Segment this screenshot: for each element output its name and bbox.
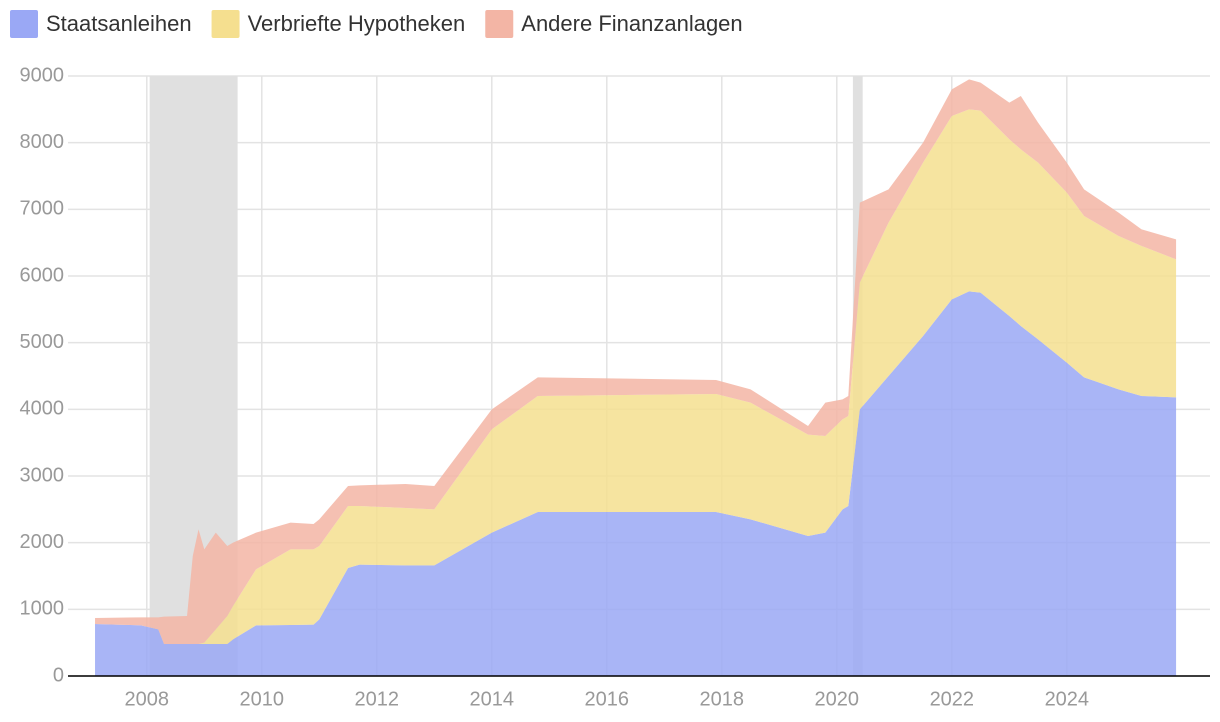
area <box>95 291 1177 676</box>
y-tick-label: 3000 <box>20 464 65 486</box>
y-tick-label: 8000 <box>20 131 65 153</box>
y-tick-label: 2000 <box>20 531 65 553</box>
y-tick-label: 7000 <box>20 198 65 220</box>
legend-label: Andere Finanzanlagen <box>521 11 742 36</box>
area <box>95 79 1177 645</box>
y-tick-label: 4000 <box>20 398 65 420</box>
x-tick-label: 2010 <box>240 688 285 710</box>
y-tick-label: 6000 <box>20 264 65 286</box>
x-tick-label: 2024 <box>1045 688 1090 710</box>
legend-swatch <box>211 10 240 38</box>
x-tick-label: 2012 <box>355 688 400 710</box>
legend-label: Staatsanleihen <box>46 11 192 36</box>
x-tick-label: 2022 <box>930 688 975 710</box>
legend-swatch <box>10 10 38 38</box>
legend-swatch <box>485 10 514 38</box>
y-tick-label: 0 <box>53 664 64 686</box>
legend-label: Verbriefte Hypotheken <box>248 11 466 36</box>
x-tick-label: 2018 <box>700 688 745 710</box>
area <box>95 109 1177 645</box>
y-tick-label: 9000 <box>20 64 65 86</box>
y-tick-label: 1000 <box>20 598 65 620</box>
x-tick-label: 2020 <box>815 688 860 710</box>
y-tick-label: 5000 <box>20 331 65 353</box>
x-tick-label: 2008 <box>125 688 170 710</box>
x-tick-label: 2016 <box>585 688 630 710</box>
x-tick-label: 2014 <box>470 688 515 710</box>
